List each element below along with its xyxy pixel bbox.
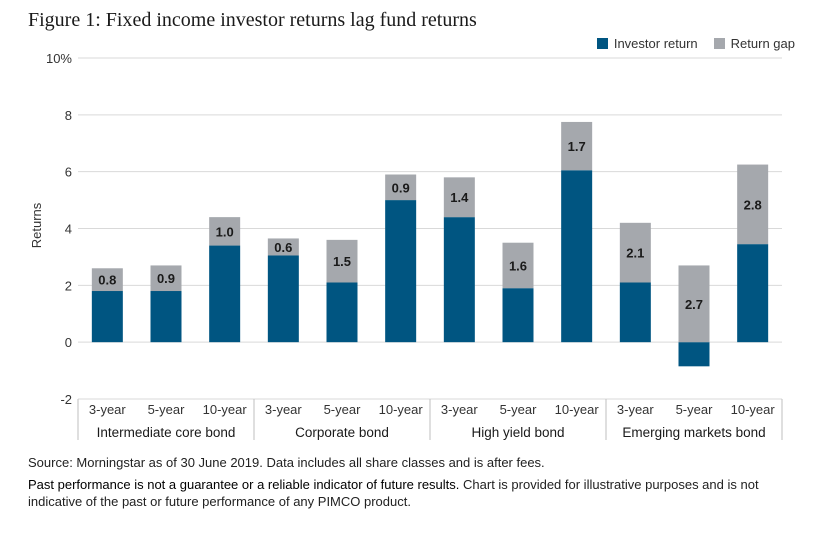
return-gap-label: 2.1 — [626, 246, 644, 261]
investor-return-bar — [91, 291, 123, 343]
investor-return-bar — [326, 282, 358, 343]
return-gap-bar — [678, 265, 710, 343]
return-gap-label: 0.9 — [392, 180, 410, 195]
investor-return-bar — [150, 291, 182, 343]
x-category-label: 5-year — [148, 402, 186, 417]
legend-label-investor-return: Investor return — [613, 36, 698, 51]
y-tick-label: 10% — [46, 51, 72, 66]
bar-chart: -2 0 2 4 6 8 10% Returns 0.8 3-year 0.9 5-year 1.0 10… — [29, 51, 783, 440]
investor-return-bar — [561, 170, 593, 343]
return-gap-label: 2.8 — [744, 197, 762, 212]
y-tick-label: 6 — [65, 165, 72, 180]
x-category-label: 5-year — [500, 402, 538, 417]
return-gap-bar — [737, 164, 769, 245]
y-tick-label: 0 — [65, 335, 72, 350]
return-gap-bar — [326, 239, 358, 283]
x-category-label: 10-year — [555, 402, 600, 417]
x-category-label: 3-year — [89, 402, 127, 417]
legend: Investor return Return gap — [596, 36, 795, 51]
return-gap-bar — [91, 268, 123, 292]
return-gap-bar — [561, 121, 593, 171]
legend-item-investor-return: Investor return — [596, 36, 698, 51]
source-note: Source: Morningstar as of 30 June 2019. … — [28, 455, 545, 470]
disclaimer-rest: Chart is provided for illustrative purpo… — [28, 477, 759, 509]
x-category-label: 3-year — [617, 402, 655, 417]
x-group-label: Corporate bond — [295, 425, 389, 440]
y-tick-label: 4 — [65, 222, 72, 237]
y-axis-label: Returns — [29, 202, 44, 248]
legend-label-return-gap: Return gap — [730, 36, 795, 51]
return-gap-bar — [619, 222, 651, 283]
return-gap-label: 1.6 — [509, 258, 527, 273]
x-category-label: 3-year — [265, 402, 303, 417]
y-tick-label: -2 — [60, 392, 72, 407]
return-gap-bar — [385, 174, 417, 201]
y-tick-label: 8 — [65, 108, 72, 123]
investor-return-bar — [443, 217, 475, 343]
x-category-label: 3-year — [441, 402, 479, 417]
x-category-label: 5-year — [676, 402, 714, 417]
investor-return-bar — [737, 244, 769, 343]
investor-return-bar — [267, 255, 299, 343]
legend-item-return-gap: Return gap — [713, 36, 795, 51]
investor-return-bar — [619, 282, 651, 343]
return-gap-bar — [443, 177, 475, 218]
return-gap-label: 1.7 — [568, 139, 586, 154]
y-tick-label: 2 — [65, 278, 72, 293]
return-gap-label: 0.6 — [274, 240, 292, 255]
chart-title: Figure 1: Fixed income investor returns … — [28, 9, 477, 31]
return-gap-label: 2.7 — [685, 297, 703, 312]
investor-return-bar — [502, 288, 534, 343]
x-category-label: 10-year — [379, 402, 424, 417]
x-category-label: 10-year — [203, 402, 248, 417]
return-gap-bar — [209, 217, 241, 246]
x-group-label: High yield bond — [471, 425, 564, 440]
investor-return-bar — [385, 200, 417, 343]
x-group-label: Emerging markets bond — [622, 425, 765, 440]
return-gap-label: 1.0 — [216, 224, 234, 239]
investor-return-bar — [678, 342, 710, 367]
disclaimer-bold: Past performance is not a guarantee or a… — [28, 477, 460, 492]
investor-return-bar — [209, 245, 241, 343]
x-category-label: 10-year — [731, 402, 776, 417]
x-group-label: Intermediate core bond — [97, 425, 236, 440]
return-gap-bar — [502, 242, 534, 289]
x-category-label: 5-year — [324, 402, 362, 417]
return-gap-label: 0.8 — [98, 273, 116, 288]
disclaimer: Past performance is not a guarantee or a… — [28, 476, 788, 510]
return-gap-bar — [150, 265, 182, 292]
return-gap-label: 0.9 — [157, 271, 175, 286]
return-gap-label: 1.4 — [450, 190, 469, 205]
legend-swatch-investor-return — [596, 38, 608, 49]
legend-swatch-return-gap — [713, 38, 725, 49]
return-gap-label: 1.5 — [333, 254, 351, 269]
return-gap-bar — [267, 238, 299, 256]
